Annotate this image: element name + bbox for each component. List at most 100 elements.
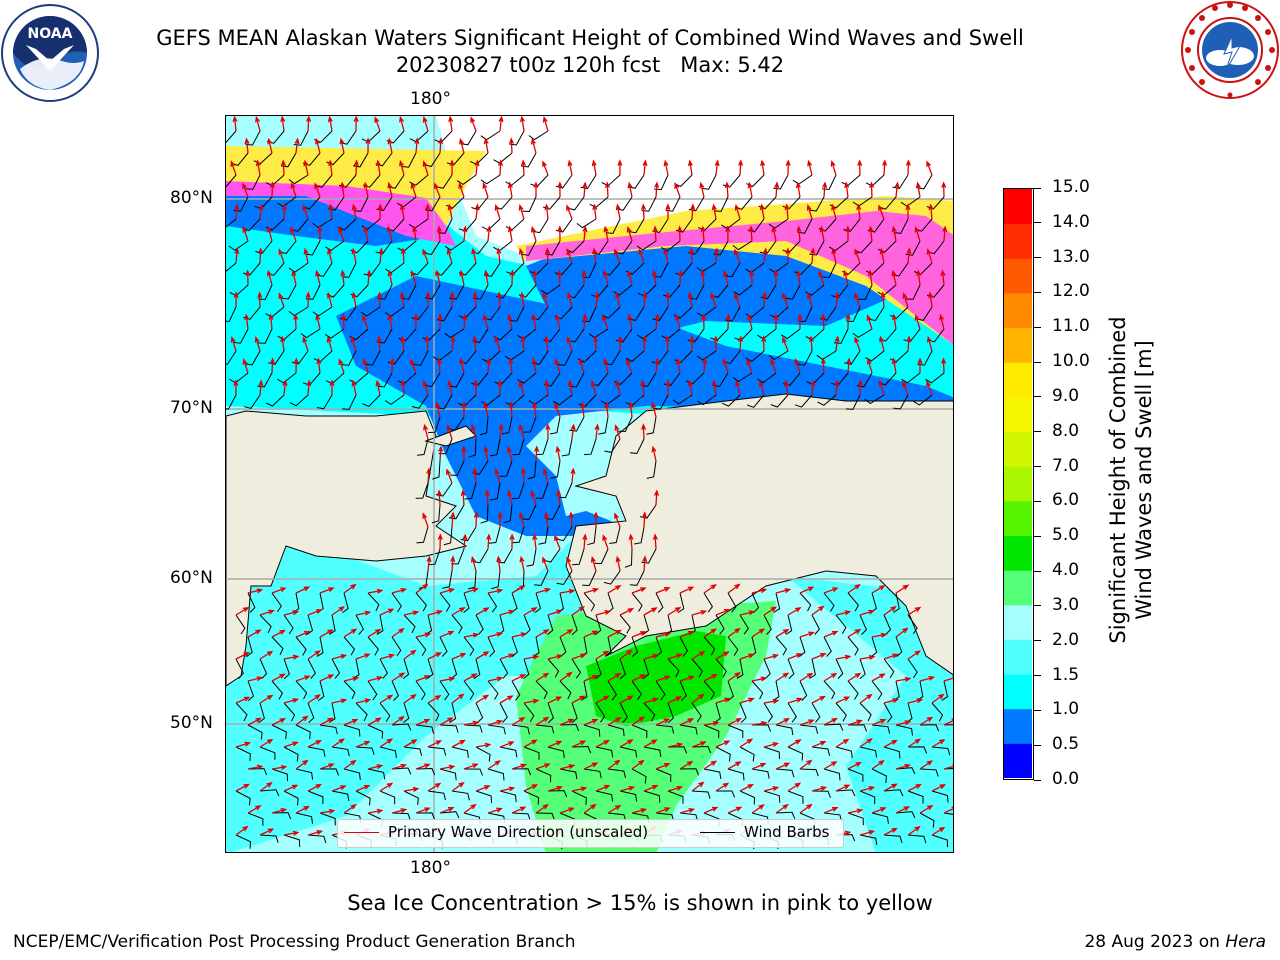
- wind-barb: [713, 240, 729, 256]
- wind-barb: [688, 196, 705, 212]
- wave-direction-arrow: [554, 358, 561, 374]
- wave-direction-arrow: [446, 247, 453, 264]
- wave-direction-arrow: [391, 715, 405, 726]
- wind-barb: [629, 570, 645, 586]
- wave-direction-arrow: [615, 555, 621, 572]
- wind-barb: [583, 768, 602, 779]
- wave-direction-arrow: [351, 291, 357, 308]
- wind-barb: [535, 724, 555, 734]
- wave-direction-arrow: [846, 357, 852, 374]
- wind-barb: [247, 768, 268, 776]
- wind-barb: [619, 746, 638, 758]
- wind-barb: [451, 790, 470, 801]
- wave-direction-arrow: [739, 653, 755, 660]
- wind-barb: [883, 614, 892, 635]
- wave-direction-arrow: [751, 720, 768, 727]
- wind-barb: [634, 526, 645, 545]
- wave-direction-arrow: [891, 269, 897, 286]
- wind-barb: [661, 240, 681, 252]
- wave-direction-arrow: [415, 632, 432, 638]
- wave-direction-arrow: [507, 313, 513, 330]
- wind-barb: [355, 614, 365, 635]
- wave-direction-arrow: [592, 203, 598, 220]
- wind-barb: [569, 372, 585, 388]
- wave-direction-arrow: [631, 587, 647, 594]
- wind-barb: [245, 174, 261, 190]
- nws-logo: [1180, 0, 1280, 100]
- wave-direction-arrow: [727, 806, 743, 814]
- wind-barb: [732, 372, 753, 383]
- wave-direction-arrow: [530, 137, 537, 154]
- wind-barb: [512, 482, 525, 500]
- colorbar-tick-label: 10.0: [1052, 351, 1090, 372]
- wave-direction-arrow: [679, 807, 696, 814]
- wave-direction-arrow: [474, 159, 480, 176]
- wind-barb: [427, 702, 440, 722]
- colorbar-swatch: [1004, 466, 1032, 502]
- wave-direction-arrow: [919, 760, 933, 770]
- wind-barb: [714, 196, 729, 212]
- wave-direction-arrow: [566, 204, 573, 220]
- wave-direction-arrow: [535, 672, 550, 682]
- wave-direction-arrow: [746, 358, 753, 374]
- wind-barb: [360, 306, 381, 317]
- wind-barb: [745, 306, 765, 318]
- wind-barb: [739, 790, 756, 805]
- colorbar-swatch: [1004, 431, 1032, 467]
- wave-direction-arrow: [643, 653, 659, 660]
- wind-barb: [561, 438, 573, 457]
- wave-direction-arrow: [415, 583, 429, 594]
- wind-barb: [451, 548, 465, 565]
- wave-direction-arrow: [530, 225, 537, 242]
- wind-barb: [643, 790, 661, 803]
- wave-direction-arrow: [906, 247, 912, 264]
- wave-direction-arrow: [582, 225, 588, 242]
- wave-direction-arrow: [283, 784, 299, 792]
- wave-direction-arrow: [559, 807, 575, 814]
- wave-direction-arrow: [583, 718, 599, 726]
- wave-direction-arrow: [880, 291, 886, 308]
- wave-direction-arrow: [415, 718, 431, 726]
- wind-barb: [353, 152, 369, 168]
- wave-direction-arrow: [931, 826, 946, 836]
- wind-barb: [271, 812, 292, 820]
- wave-direction-arrow: [594, 423, 600, 440]
- wind-barb: [895, 811, 916, 819]
- wind-barb: [925, 372, 945, 384]
- wave-direction-arrow: [734, 292, 741, 308]
- wind-barb: [773, 592, 781, 613]
- wind-barb: [883, 789, 904, 797]
- wave-direction-arrow: [931, 739, 946, 748]
- wave-direction-arrow: [607, 584, 622, 594]
- wave-direction-arrow: [902, 380, 909, 396]
- wind-barb: [775, 768, 795, 778]
- wind-barb: [653, 262, 669, 278]
- wind-barb: [427, 790, 446, 801]
- wind-barb: [763, 746, 781, 760]
- wave-direction-arrow: [463, 587, 479, 594]
- wind-barb: [415, 812, 436, 820]
- wave-direction-arrow: [915, 181, 921, 198]
- wind-barb: [424, 240, 441, 256]
- wave-direction-arrow: [727, 583, 741, 594]
- footer-date: 28 Aug 2023 on Hera: [1084, 932, 1266, 952]
- wave-direction-arrow: [422, 116, 429, 132]
- wind-barb: [831, 372, 849, 386]
- wave-direction-arrow: [315, 313, 321, 330]
- wave-direction-arrow: [883, 698, 900, 704]
- wave-direction-arrow: [770, 358, 777, 374]
- wave-direction-arrow: [895, 806, 911, 814]
- wave-direction-arrow: [328, 159, 334, 176]
- wave-direction-arrow: [667, 606, 682, 616]
- wind-barb: [667, 746, 688, 754]
- colorbar-label-line2: Wind Waves and Swell [m]: [1132, 340, 1156, 620]
- wave-direction-arrow: [542, 116, 549, 132]
- wind-barb: [811, 614, 821, 635]
- wind-barb: [450, 460, 465, 477]
- wave-direction-arrow: [235, 651, 250, 660]
- wind-barb: [436, 306, 453, 322]
- wave-direction-arrow: [843, 269, 849, 286]
- wave-direction-arrow: [834, 291, 840, 308]
- wind-barb: [437, 394, 453, 410]
- wind-barb: [775, 636, 788, 656]
